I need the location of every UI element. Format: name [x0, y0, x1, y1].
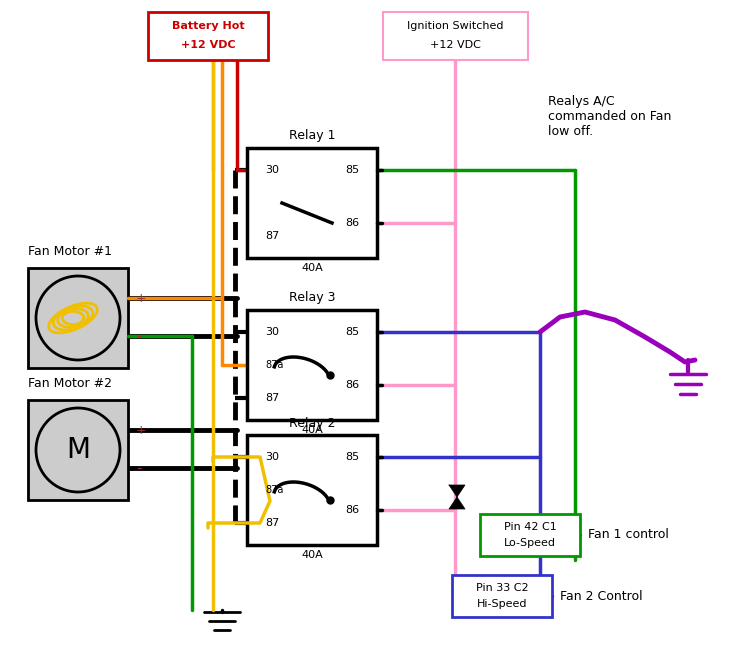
- Text: 87a: 87a: [265, 360, 283, 370]
- Bar: [28, 268, 128, 368]
- Text: 87a: 87a: [265, 485, 283, 495]
- Text: Fan Motor #2: Fan Motor #2: [28, 377, 112, 390]
- Bar: [148, 12, 268, 60]
- Text: +: +: [136, 424, 147, 436]
- Text: Realys A/C
commanded on Fan
low off.: Realys A/C commanded on Fan low off.: [548, 95, 672, 138]
- Text: 85: 85: [345, 452, 359, 462]
- Text: +12 VDC: +12 VDC: [181, 40, 235, 50]
- Text: 85: 85: [345, 327, 359, 337]
- Text: 85: 85: [345, 165, 359, 175]
- Text: 87: 87: [265, 231, 280, 241]
- Text: Battery Hot: Battery Hot: [172, 21, 245, 31]
- Text: 86: 86: [345, 218, 359, 228]
- Text: +12 VDC: +12 VDC: [430, 40, 481, 50]
- Polygon shape: [449, 485, 465, 497]
- Text: 87: 87: [265, 393, 280, 403]
- Text: Relay 1: Relay 1: [289, 129, 335, 142]
- Bar: [247, 435, 377, 545]
- Text: Fan Motor #1: Fan Motor #1: [28, 245, 112, 258]
- Text: Relay 3: Relay 3: [289, 291, 335, 304]
- Polygon shape: [449, 497, 465, 509]
- Text: Ignition Switched: Ignition Switched: [407, 21, 504, 31]
- Text: Fan 1 control: Fan 1 control: [588, 529, 669, 541]
- Text: 30: 30: [265, 327, 279, 337]
- Text: Pin 33 C2: Pin 33 C2: [476, 583, 529, 593]
- Text: Relay 2: Relay 2: [289, 417, 335, 430]
- Text: 86: 86: [345, 505, 359, 515]
- Text: 40A: 40A: [301, 425, 323, 435]
- Bar: [28, 400, 128, 500]
- Text: Pin 42 C1: Pin 42 C1: [504, 522, 556, 532]
- Text: 40A: 40A: [301, 263, 323, 273]
- Text: Lo-Speed: Lo-Speed: [504, 538, 556, 548]
- Bar: [247, 148, 377, 258]
- Text: -: -: [136, 461, 142, 476]
- Text: -: -: [136, 329, 142, 344]
- Text: 86: 86: [345, 380, 359, 390]
- Text: 87: 87: [265, 518, 280, 528]
- Text: +: +: [136, 291, 147, 304]
- Bar: [247, 310, 377, 420]
- Text: 30: 30: [265, 165, 279, 175]
- Text: 40A: 40A: [301, 550, 323, 560]
- Bar: [383, 12, 528, 60]
- Bar: [452, 575, 552, 617]
- Text: Hi-Speed: Hi-Speed: [477, 599, 527, 609]
- Text: M: M: [66, 436, 90, 464]
- Text: 30: 30: [265, 452, 279, 462]
- Bar: [480, 514, 580, 556]
- Text: Fan 2 Control: Fan 2 Control: [560, 590, 642, 602]
